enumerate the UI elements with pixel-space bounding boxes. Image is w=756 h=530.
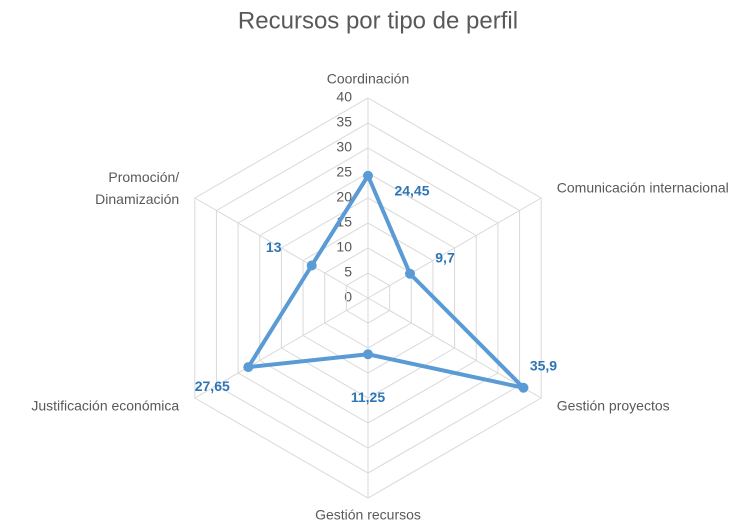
marker [405,268,416,279]
marker [363,170,373,181]
grid-line [237,147,499,449]
value-label: 9,7 [435,249,455,265]
y-tick-label: 40 [336,89,352,105]
category-label: Comunicación internacional [557,180,729,196]
marker [363,349,373,360]
value-label: 35,9 [530,357,557,373]
y-tick-label: 25 [336,164,352,180]
y-tick-label: 10 [336,239,352,255]
series-line [246,173,526,390]
value-label: 24,45 [394,182,429,198]
category-label: Justificación económica [31,398,179,414]
y-tick-label: 35 [336,114,352,130]
chart-title: Recursos por tipo de perfil [238,7,518,34]
y-tick-label: 5 [344,264,352,280]
grid-line [345,272,391,324]
grid-line [302,222,434,374]
grid-line [280,197,456,399]
y-tick-label: 0 [344,289,352,305]
grid-line [215,122,521,474]
category-label: Gestión recursos [315,507,421,523]
value-label: 27,65 [195,378,230,394]
grid-line [194,97,542,499]
category-label: Gestión proyectos [557,398,670,414]
marker [518,382,529,393]
category-label: Promoción/Dinamización [95,169,179,207]
value-label: 11,25 [351,389,385,405]
y-tick-label: 20 [336,189,352,205]
value-label: 13 [266,239,282,255]
marker [306,260,317,271]
marker [243,362,254,373]
y-tick-label: 30 [336,139,352,155]
category-label: Coordinación [327,71,410,87]
grid-line [259,172,477,424]
